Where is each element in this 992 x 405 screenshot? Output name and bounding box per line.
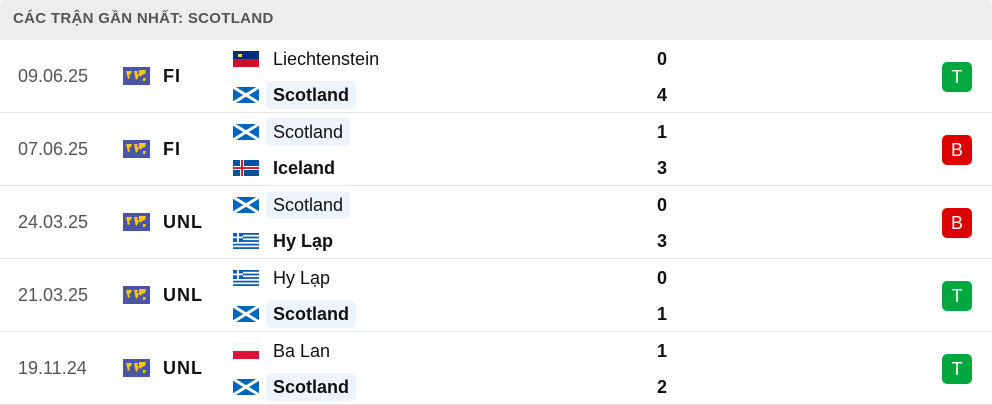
match-row[interactable]: 07.06.25 FI Scotland Iceland 1 3 B [0, 113, 992, 186]
scotland-flag-icon [233, 379, 266, 395]
world-map-icon [123, 67, 150, 85]
team-away[interactable]: Scotland [233, 300, 357, 328]
match-row[interactable]: 19.11.24 UNL Ba Lan Scotland 1 2 T [0, 332, 992, 405]
team-away[interactable]: Scotland [233, 373, 357, 401]
home-score: 0 [656, 49, 667, 69]
team-home[interactable]: Ba Lan [233, 337, 337, 365]
liechtenstein-flag-icon [233, 51, 266, 67]
match-date: 09.06.25 [18, 66, 89, 86]
match-date: 24.03.25 [18, 212, 89, 232]
team-home[interactable]: Scotland [233, 118, 351, 146]
team-name[interactable]: Liechtenstein [273, 49, 380, 69]
competition-label[interactable]: FI [163, 139, 181, 159]
scotland-flag-icon [233, 124, 266, 140]
team-name[interactable]: Scotland [266, 81, 357, 109]
team-away[interactable]: Iceland [233, 154, 342, 182]
away-score: 4 [656, 85, 667, 105]
scotland-flag-icon [233, 197, 266, 213]
team-home[interactable]: Scotland [233, 191, 351, 219]
away-score: 2 [656, 377, 667, 397]
team-name[interactable]: Hy Lạp [273, 268, 331, 288]
competition-label[interactable]: FI [163, 66, 181, 86]
team-name[interactable]: Iceland [273, 158, 336, 178]
team-home[interactable]: Liechtenstein [233, 45, 386, 73]
greece-flag-icon [233, 270, 266, 286]
team-name[interactable]: Ba Lan [273, 341, 331, 361]
result-badge: T [942, 281, 972, 311]
competition-label[interactable]: UNL [163, 285, 203, 305]
poland-flag-icon [233, 343, 266, 359]
section-title: CÁC TRẬN GẦN NHẤT: SCOTLAND [13, 10, 274, 27]
result-badge: T [942, 354, 972, 384]
team-name[interactable]: Scotland [266, 373, 357, 401]
home-score: 1 [656, 341, 667, 361]
competition-label[interactable]: UNL [163, 212, 203, 232]
team-away[interactable]: Hy Lạp [233, 227, 340, 255]
away-score: 1 [656, 304, 667, 324]
away-score: 3 [656, 231, 667, 251]
team-name[interactable]: Hy Lạp [273, 231, 334, 251]
match-row[interactable]: 09.06.25 FI Liechtenstein Scotland 0 4 T [0, 40, 992, 113]
match-row[interactable]: 24.03.25 UNL Scotland Hy Lạp 0 3 B [0, 186, 992, 259]
world-map-icon [123, 213, 150, 231]
match-date: 21.03.25 [18, 285, 89, 305]
team-name[interactable]: Scotland [266, 300, 357, 328]
team-name[interactable]: Scotland [266, 191, 351, 219]
section-header: CÁC TRẬN GẦN NHẤT: SCOTLAND [0, 0, 992, 40]
greece-flag-icon [233, 233, 266, 249]
match-date: 19.11.24 [18, 358, 87, 378]
home-score: 0 [656, 195, 667, 215]
team-home[interactable]: Hy Lạp [233, 264, 337, 292]
competition-label[interactable]: UNL [163, 358, 203, 378]
home-score: 1 [656, 122, 667, 142]
result-badge: B [942, 135, 972, 165]
scotland-flag-icon [233, 306, 266, 322]
match-date: 07.06.25 [18, 139, 89, 159]
world-map-icon [123, 359, 150, 377]
result-badge: T [942, 62, 972, 92]
world-map-icon [123, 286, 150, 304]
team-away[interactable]: Scotland [233, 81, 357, 109]
away-score: 3 [656, 158, 667, 178]
scotland-flag-icon [233, 87, 266, 103]
match-row[interactable]: 21.03.25 UNL Hy Lạp Scotland 0 1 T [0, 259, 992, 332]
result-badge: B [942, 208, 972, 238]
iceland-flag-icon [233, 160, 266, 176]
home-score: 0 [656, 268, 667, 288]
world-map-icon [123, 140, 150, 158]
team-name[interactable]: Scotland [266, 118, 351, 146]
